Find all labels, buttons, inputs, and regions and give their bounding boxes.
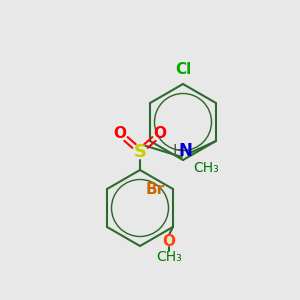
Text: CH₃: CH₃ [156,250,182,264]
Text: CH₃: CH₃ [193,161,219,175]
Text: O: O [113,127,127,142]
Text: N: N [179,142,193,160]
Text: Br: Br [146,182,165,196]
Text: H: H [172,143,184,158]
Text: O: O [162,233,176,248]
Text: O: O [154,127,166,142]
Text: Cl: Cl [175,62,191,77]
Text: S: S [134,143,146,161]
